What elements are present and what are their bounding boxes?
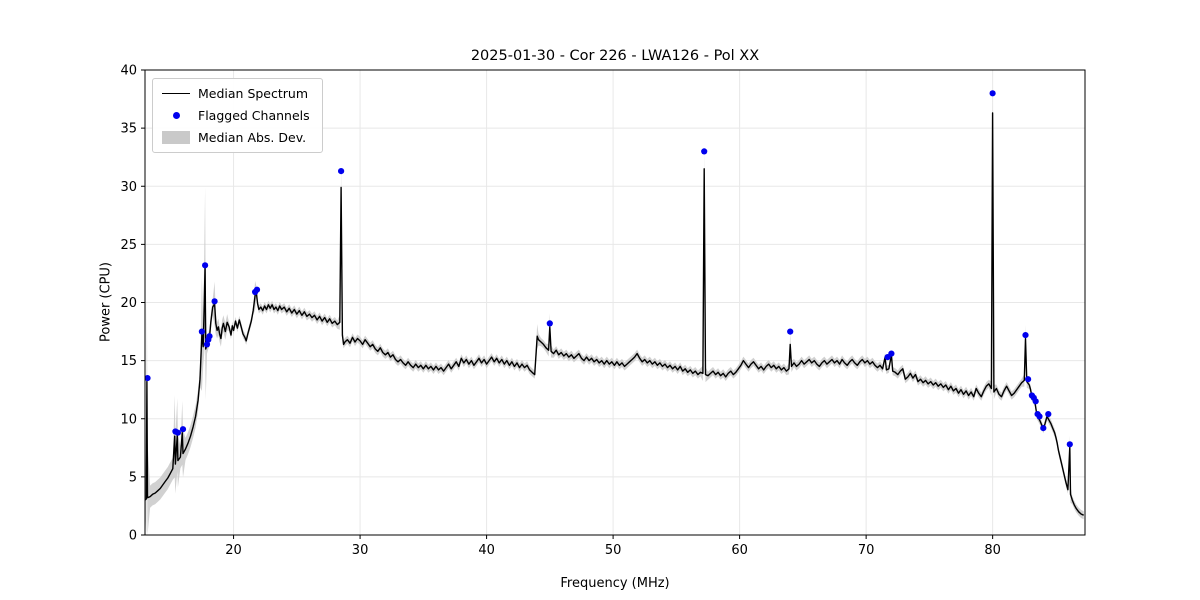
flagged-channel-point [179, 426, 187, 433]
y-tick-label: 30 [120, 180, 137, 195]
flagged-channel-point [1032, 398, 1039, 405]
flagged-channel-point [174, 429, 181, 436]
flagged-channel-point [701, 148, 708, 155]
y-tick-label: 25 [120, 238, 137, 253]
y-tick-label: 35 [120, 122, 137, 137]
legend-label-flagged-channels: Flagged Channels [198, 108, 310, 123]
flagged-channel-point [888, 350, 895, 357]
flagged-channel-point [787, 328, 794, 335]
y-tick-label: 40 [120, 64, 137, 79]
flagged-channel-point [1025, 376, 1032, 383]
flagged-channel-point [1045, 411, 1052, 418]
legend: Median Spectrum Flagged Channels Median … [152, 78, 323, 153]
x-tick-label: 70 [858, 543, 875, 558]
flagged-dot-sample-icon [162, 112, 190, 119]
flagged-channel-point [546, 320, 553, 327]
y-tick-label: 10 [120, 412, 137, 427]
legend-item-mad: Median Abs. Dev. [162, 130, 310, 145]
flagged-channel-point [145, 375, 151, 382]
flagged-channel-point [989, 90, 996, 97]
x-tick-label: 20 [225, 543, 242, 558]
mad-band [145, 96, 1084, 535]
y-tick-label: 20 [120, 296, 137, 311]
flagged-channel-point [338, 168, 345, 175]
flagged-channels-group [145, 90, 1073, 448]
x-tick-label: 30 [352, 543, 369, 558]
x-tick-label: 50 [605, 543, 622, 558]
median-line-sample-icon [162, 93, 190, 94]
flagged-channel-point [198, 328, 205, 335]
legend-label-median-spectrum: Median Spectrum [198, 86, 309, 101]
x-tick-label: 80 [984, 543, 1001, 558]
x-tick-label: 60 [731, 543, 748, 558]
flagged-channel-point [1040, 425, 1047, 432]
x-axis-label: Frequency (MHz) [560, 576, 670, 591]
legend-item-flagged-channels: Flagged Channels [162, 108, 310, 123]
median-spectrum-line [145, 112, 1084, 516]
y-tick-label: 0 [129, 529, 137, 544]
flagged-channel-point [203, 341, 211, 348]
x-tick-label: 40 [478, 543, 495, 558]
flagged-channel-point [1036, 413, 1043, 420]
y-tick-label: 15 [120, 354, 137, 369]
legend-item-median-spectrum: Median Spectrum [162, 86, 310, 101]
y-axis-label: Power (CPU) [98, 261, 114, 343]
chart-title: 2025-01-30 - Cor 226 - LWA126 - Pol XX [470, 48, 760, 64]
y-tick-label: 5 [129, 470, 137, 485]
flagged-channel-point [206, 333, 213, 340]
flagged-channel-point [202, 262, 209, 269]
flagged-channel-point [1022, 332, 1029, 339]
flagged-channel-point [253, 286, 261, 293]
flagged-channel-point [211, 298, 218, 305]
mad-patch-sample-icon [162, 131, 190, 144]
flagged-channel-point [1066, 441, 1073, 448]
legend-label-mad: Median Abs. Dev. [198, 130, 307, 145]
